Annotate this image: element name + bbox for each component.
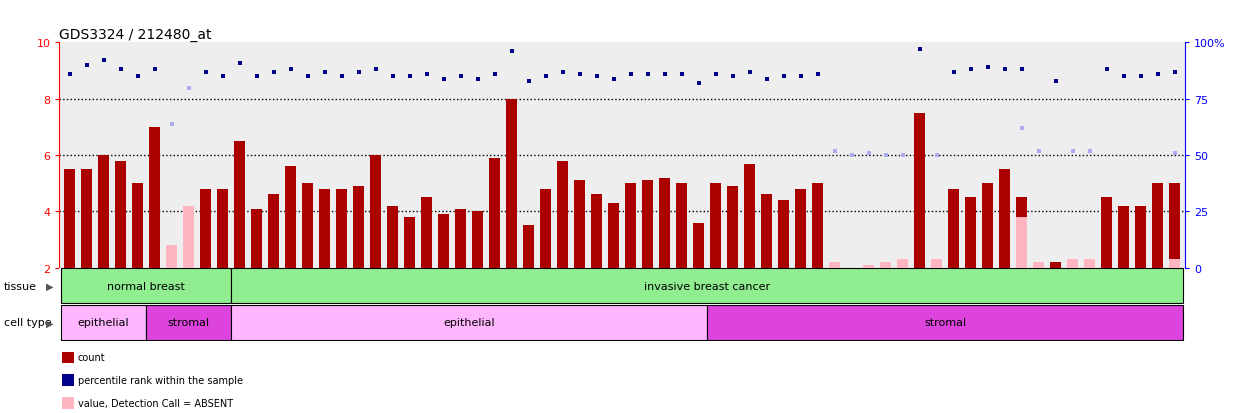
Text: count: count	[78, 352, 105, 362]
Bar	[200, 190, 212, 268]
Bar	[234, 142, 245, 268]
Bar	[659, 178, 670, 268]
Bar	[1085, 260, 1095, 268]
Text: value, Detection Call = ABSENT: value, Detection Call = ABSENT	[78, 398, 233, 408]
Bar	[708, 305, 1184, 340]
Text: epithelial: epithelial	[443, 318, 495, 328]
Bar	[150, 128, 160, 268]
Bar	[115, 161, 126, 268]
Bar	[370, 156, 381, 268]
Bar	[999, 170, 1011, 268]
Bar	[98, 156, 109, 268]
Bar	[677, 184, 688, 268]
Bar	[166, 246, 177, 268]
Bar	[268, 195, 280, 268]
Bar	[745, 164, 756, 268]
Bar	[1101, 198, 1112, 268]
Text: tissue: tissue	[4, 281, 37, 291]
Bar	[404, 218, 416, 268]
Bar	[1050, 262, 1061, 268]
Bar	[574, 181, 585, 268]
Bar	[231, 305, 708, 340]
Text: stromal: stromal	[167, 318, 209, 328]
Bar	[251, 209, 262, 268]
Bar	[82, 170, 92, 268]
Bar	[1169, 184, 1180, 268]
Bar	[949, 190, 960, 268]
Text: epithelial: epithelial	[78, 318, 130, 328]
Bar	[609, 204, 620, 268]
Bar	[64, 170, 75, 268]
Text: ▶: ▶	[46, 318, 53, 328]
Bar	[1169, 260, 1180, 268]
Bar	[132, 184, 143, 268]
Bar	[795, 190, 807, 268]
Text: GDS3324 / 212480_at: GDS3324 / 212480_at	[59, 28, 212, 43]
Bar	[541, 190, 552, 268]
Bar	[1118, 206, 1129, 268]
Bar	[183, 206, 194, 268]
Bar	[982, 184, 993, 268]
Bar	[863, 265, 875, 268]
Bar	[1033, 262, 1044, 268]
Bar	[914, 114, 925, 268]
Bar	[421, 198, 432, 268]
Bar	[625, 184, 636, 268]
Bar	[302, 184, 313, 268]
Text: normal breast: normal breast	[108, 281, 186, 291]
Bar	[965, 198, 976, 268]
Bar	[387, 206, 398, 268]
Bar	[319, 190, 330, 268]
Text: percentile rank within the sample: percentile rank within the sample	[78, 375, 242, 385]
Bar	[1017, 198, 1028, 268]
Bar	[931, 260, 943, 268]
Bar	[813, 184, 824, 268]
Bar	[693, 223, 704, 268]
Bar	[642, 181, 653, 268]
Bar	[591, 195, 602, 268]
Bar	[1153, 184, 1163, 268]
Bar	[336, 190, 348, 268]
Bar	[216, 190, 228, 268]
Bar	[455, 209, 466, 268]
Bar	[1068, 260, 1079, 268]
Bar	[61, 269, 231, 304]
Bar	[231, 269, 1184, 304]
Bar	[1136, 206, 1147, 268]
Bar	[1017, 218, 1028, 268]
Bar	[146, 305, 231, 340]
Bar	[473, 212, 484, 268]
Bar	[285, 167, 296, 268]
Text: cell type: cell type	[4, 318, 52, 328]
Bar	[557, 161, 568, 268]
Bar	[489, 159, 500, 268]
Bar	[761, 195, 772, 268]
Bar	[778, 201, 789, 268]
Bar	[61, 305, 146, 340]
Bar	[881, 262, 892, 268]
Bar	[353, 187, 364, 268]
Bar	[523, 226, 534, 268]
Bar	[829, 262, 840, 268]
Bar	[438, 215, 449, 268]
Text: invasive breast cancer: invasive breast cancer	[644, 281, 771, 291]
Bar	[506, 100, 517, 268]
Text: ▶: ▶	[46, 281, 53, 291]
Bar	[710, 184, 721, 268]
Bar	[727, 187, 738, 268]
Text: stromal: stromal	[924, 318, 966, 328]
Bar	[897, 260, 908, 268]
